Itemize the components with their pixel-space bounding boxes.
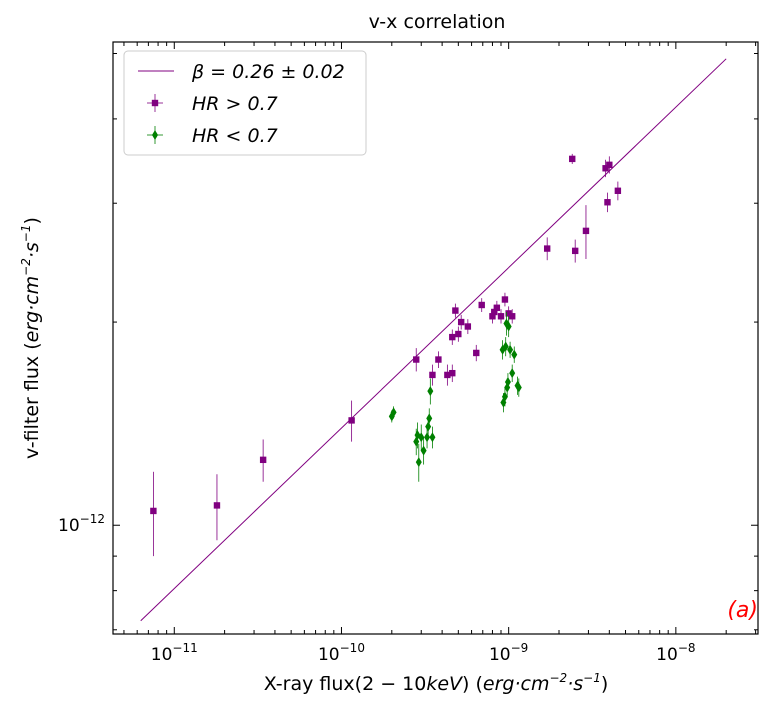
fit-line-layer [140, 58, 727, 622]
data-points [150, 153, 622, 557]
data-point [426, 413, 433, 424]
data-point [449, 369, 456, 377]
x-tick-label: 10−10 [318, 641, 365, 665]
data-point [507, 344, 514, 355]
legend-hr-low-label: HR < 0.7 [192, 125, 278, 147]
data-point [571, 247, 579, 255]
data-point [464, 323, 472, 330]
legend-hr-high-label: HR > 0.7 [192, 93, 278, 115]
data-point [489, 313, 496, 320]
data-point [348, 417, 355, 424]
data-point [582, 227, 590, 235]
data-point [505, 321, 512, 332]
axis-ticks [113, 42, 758, 634]
y-tick-labels: 10−12 [58, 512, 105, 536]
data-point [457, 318, 465, 326]
data-point [213, 502, 221, 509]
chart-title: v-x correlation [369, 11, 506, 33]
y-axis-label: v-filter flux (erg·cm−2·s−1) [19, 217, 43, 459]
data-point [413, 356, 420, 363]
data-point [473, 349, 480, 357]
data-point [497, 313, 505, 320]
legend-fit-label: β = 0.26 ± 0.02 [191, 61, 345, 83]
data-point [429, 432, 436, 443]
data-point [390, 407, 397, 418]
data-point [455, 330, 462, 338]
data-point [511, 349, 518, 360]
x-tick-label: 10−9 [489, 641, 528, 665]
data-point [515, 382, 522, 393]
data-point [491, 308, 498, 316]
data-point [509, 313, 516, 320]
fit-line [140, 58, 727, 622]
legend-box [123, 50, 367, 156]
data-point [478, 301, 485, 309]
data-point [606, 161, 613, 169]
plot-area [112, 41, 759, 635]
data-point [543, 245, 551, 252]
data-point [420, 445, 427, 456]
data-point [614, 187, 622, 194]
data-point [504, 377, 511, 388]
data-point [259, 456, 267, 464]
data-point [501, 296, 509, 303]
legend-marker [152, 130, 158, 140]
data-point [502, 341, 509, 352]
data-point [449, 333, 456, 341]
y-tick-label: 10−12 [58, 512, 105, 536]
data-point [501, 391, 508, 402]
data-point [418, 432, 425, 443]
series-hr-low [388, 311, 522, 482]
data-point [444, 371, 451, 379]
x-tick-label: 10−11 [151, 641, 198, 665]
data-point [425, 421, 432, 432]
data-point [569, 155, 576, 163]
data-point [604, 199, 611, 206]
data-point [415, 457, 422, 468]
legend-hr-high-swatch [147, 94, 163, 112]
data-point [435, 356, 442, 363]
x-tick-labels: 10−11 10−10 10−9 10−8 [151, 641, 696, 665]
panel-label: (a) [727, 598, 758, 623]
x-tick-label: 10−8 [656, 641, 695, 665]
legend-hr-low-swatch [147, 126, 163, 144]
data-point [505, 310, 512, 317]
data-point [493, 304, 501, 311]
data-point [150, 507, 157, 515]
legend-marker [151, 99, 159, 107]
data-point [452, 307, 459, 314]
x-axis-label: X-ray flux(2 − 10keV) (erg·cm−2·s−1) [264, 671, 609, 695]
legend: β = 0.26 ± 0.02 HR > 0.7 HR < 0.7 [123, 50, 367, 156]
data-point [429, 371, 436, 379]
data-point [602, 165, 609, 172]
series-hr-high [150, 153, 622, 557]
data-point [509, 368, 516, 379]
data-point [427, 386, 434, 397]
